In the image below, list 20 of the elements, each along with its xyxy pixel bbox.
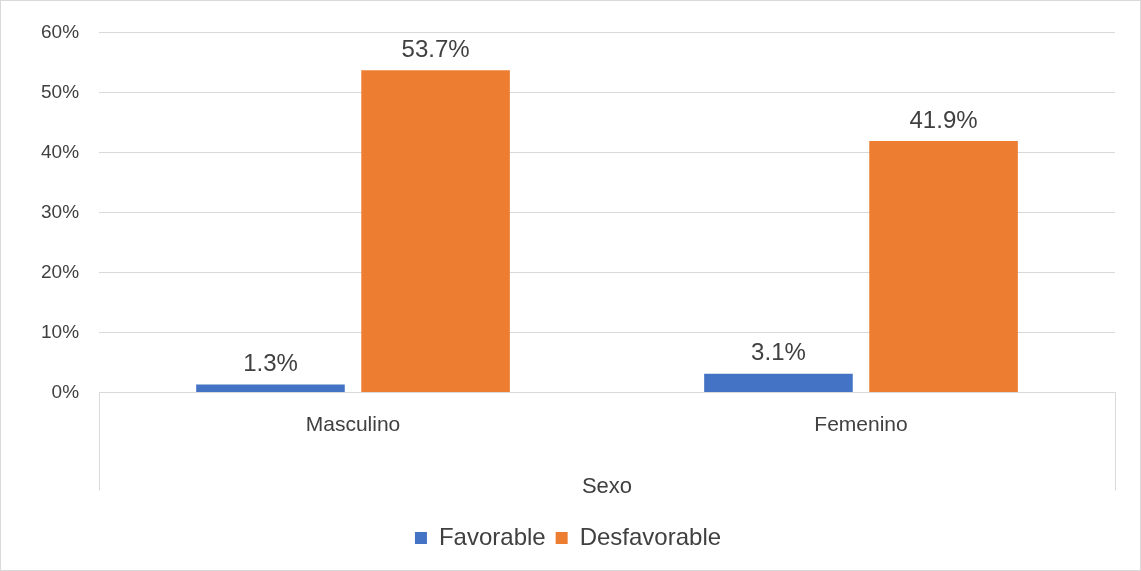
- y-tick-label: 50%: [41, 80, 80, 102]
- x-axis-title: Sexo: [581, 472, 633, 498]
- data-label: 41.9%: [909, 105, 978, 133]
- y-tick-label: 20%: [41, 260, 80, 282]
- data-label: 1.3%: [243, 349, 298, 377]
- x-tick-label: Femenino: [814, 411, 908, 435]
- y-tick-label: 60%: [41, 20, 80, 42]
- legend-label: Desfavorable: [579, 522, 722, 550]
- y-tick-label: 30%: [41, 200, 80, 222]
- y-tick-label: 0%: [51, 380, 80, 402]
- y-tick-label: 40%: [41, 140, 80, 162]
- bar: [361, 70, 510, 392]
- y-tick-label: 10%: [41, 320, 80, 342]
- bar: [704, 373, 853, 392]
- data-label: 3.1%: [751, 338, 806, 366]
- data-label: 53.7%: [401, 34, 470, 62]
- bar: [869, 141, 1018, 392]
- legend-label: Favorable: [438, 522, 546, 550]
- x-tick-label: Masculino: [305, 411, 401, 435]
- bar: [196, 384, 345, 392]
